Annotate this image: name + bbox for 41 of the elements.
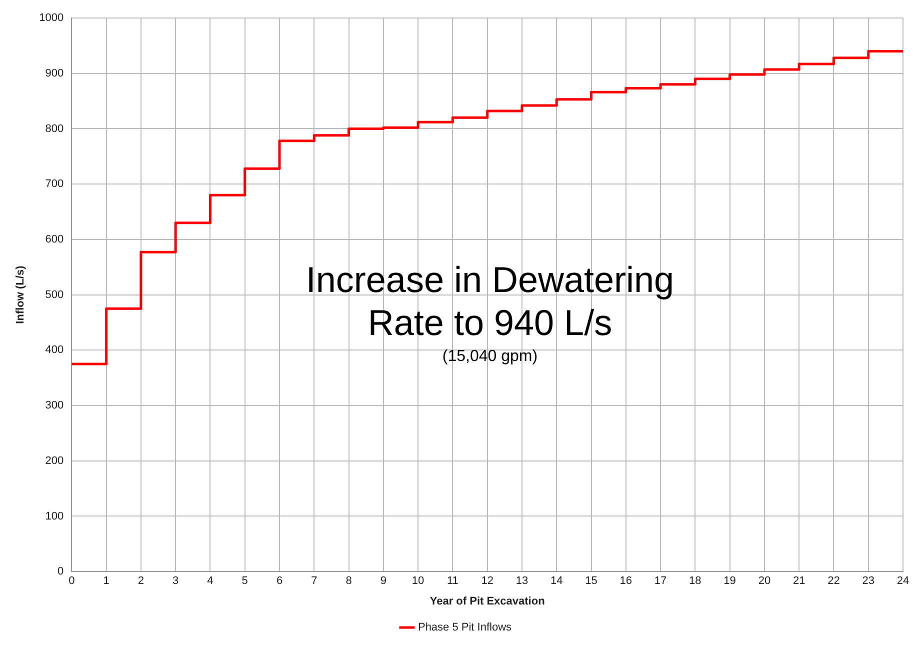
x-tick-label: 6 (276, 575, 283, 588)
x-tick-label: 9 (380, 575, 386, 588)
annotation: Increase in Dewatering Rate to 940 L/s (304, 258, 676, 344)
x-tick-label: 2 (138, 575, 144, 588)
x-tick-label: 22 (828, 575, 840, 588)
legend-label: Phase 5 Pit Inflows (418, 622, 512, 634)
x-tick-label: 5 (242, 575, 248, 588)
x-tick-label: 11 (446, 575, 458, 588)
x-tick-label: 12 (481, 575, 494, 588)
y-tick-label: 400 (45, 344, 64, 356)
x-tick-label: 3 (172, 575, 179, 588)
y-tick-label: 100 (45, 510, 64, 522)
x-tick-label: 10 (412, 575, 424, 588)
x-tick-label: 24 (896, 575, 910, 588)
y-tick-label: 500 (45, 288, 64, 301)
x-tick-label: 16 (620, 575, 632, 588)
annotation: (15,040 gpm) (441, 348, 539, 366)
x-tick-label: 23 (862, 575, 874, 588)
x-tick-label: 4 (207, 575, 214, 588)
x-tick-label: 17 (654, 575, 667, 588)
y-tick-label: 0 (58, 566, 64, 578)
x-tick-label: 19 (724, 575, 736, 588)
y-tick-label: 900 (45, 67, 64, 80)
x-axis-title: Year of Pit Excavation (430, 595, 546, 608)
x-tick-label: 7 (311, 575, 318, 588)
y-tick-label: 200 (45, 454, 64, 467)
x-tick-label: 15 (585, 575, 598, 588)
x-tick-label: 21 (792, 575, 806, 588)
x-tick-label: 14 (550, 575, 563, 588)
y-axis-title: Inflow (L/s) (14, 265, 27, 324)
x-tick-label: 20 (758, 575, 771, 588)
y-tick-label: 600 (45, 233, 64, 246)
x-tick-label: 8 (346, 575, 352, 588)
y-tick-label: 800 (45, 122, 64, 135)
x-tick-label: 18 (689, 575, 702, 588)
y-tick-label: 300 (45, 400, 64, 412)
y-tick-label: 1000 (39, 12, 64, 24)
y-tick-label: 700 (45, 178, 64, 190)
x-tick-label: 0 (68, 575, 75, 588)
x-tick-label: 13 (516, 575, 528, 588)
x-tick-label: 1 (103, 575, 110, 588)
